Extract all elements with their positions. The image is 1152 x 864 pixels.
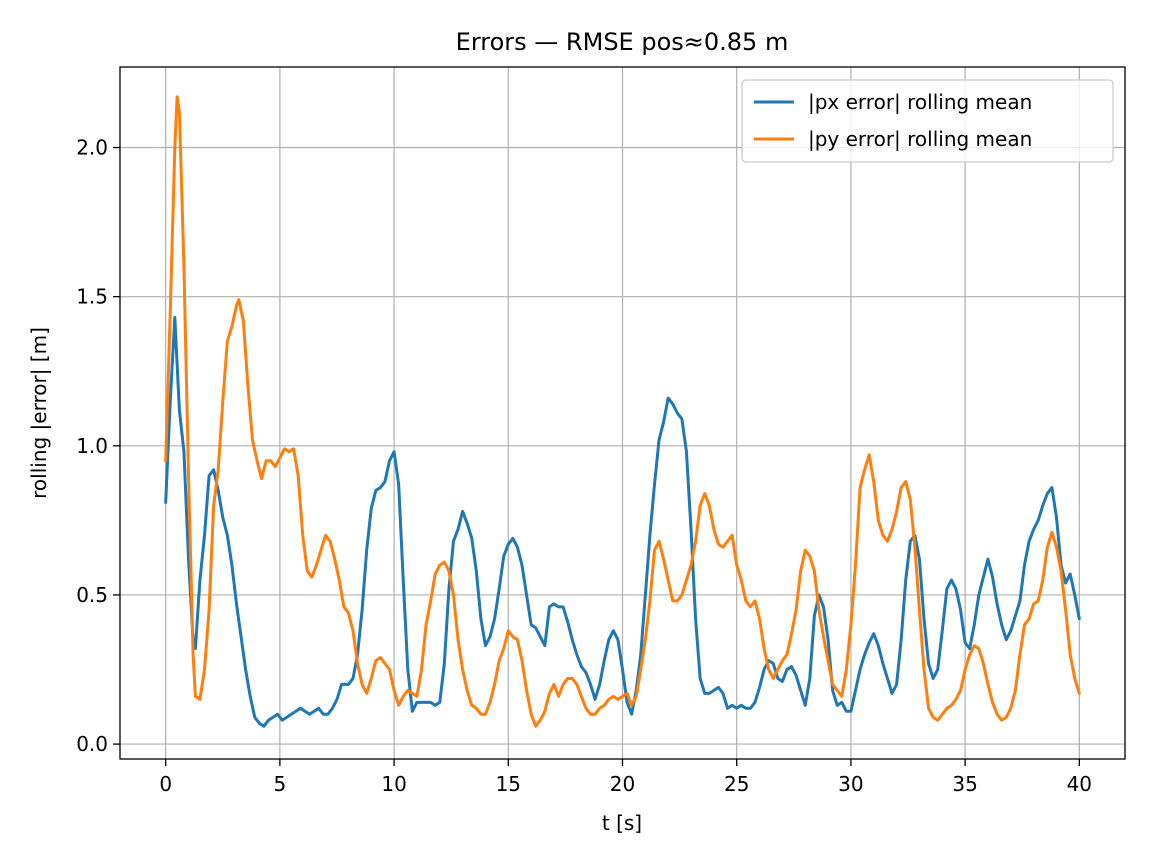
legend-label: |px error| rolling mean: [808, 90, 1032, 114]
x-axis: 0 5 10 15 20 25 30 35 40: [159, 759, 1092, 796]
legend-label: |py error| rolling mean: [808, 127, 1032, 151]
y-axis: 0.0 0.5 1.0 1.5 2.0: [76, 136, 120, 756]
x-tick-label: 20: [610, 772, 635, 796]
legend: |px error| rolling mean |py error| rollin…: [741, 79, 1114, 163]
series-lines: [164, 95, 1081, 728]
y-tick-label: 0.0: [76, 732, 108, 756]
x-axis-label: t [s]: [602, 811, 642, 835]
series-line-1: [164, 316, 1081, 728]
y-tick-label: 1.0: [76, 434, 108, 458]
x-tick-label: 10: [381, 772, 406, 796]
x-tick-label: 25: [724, 772, 749, 796]
y-tick-label: 0.5: [76, 583, 108, 607]
x-tick-label: 0: [159, 772, 172, 796]
legend-box: [741, 79, 1114, 163]
y-tick-label: 1.5: [76, 285, 108, 309]
y-tick-label: 2.0: [76, 136, 108, 160]
x-tick-label: 40: [1067, 772, 1092, 796]
x-tick-label: 30: [838, 772, 863, 796]
x-tick-label: 15: [496, 772, 521, 796]
x-tick-label: 35: [952, 772, 977, 796]
chart-title: Errors — RMSE pos≈0.85 m: [456, 28, 789, 56]
x-tick-label: 5: [274, 772, 287, 796]
series-line-2: [164, 95, 1081, 728]
y-axis-label: rolling |error| [m]: [27, 327, 51, 499]
